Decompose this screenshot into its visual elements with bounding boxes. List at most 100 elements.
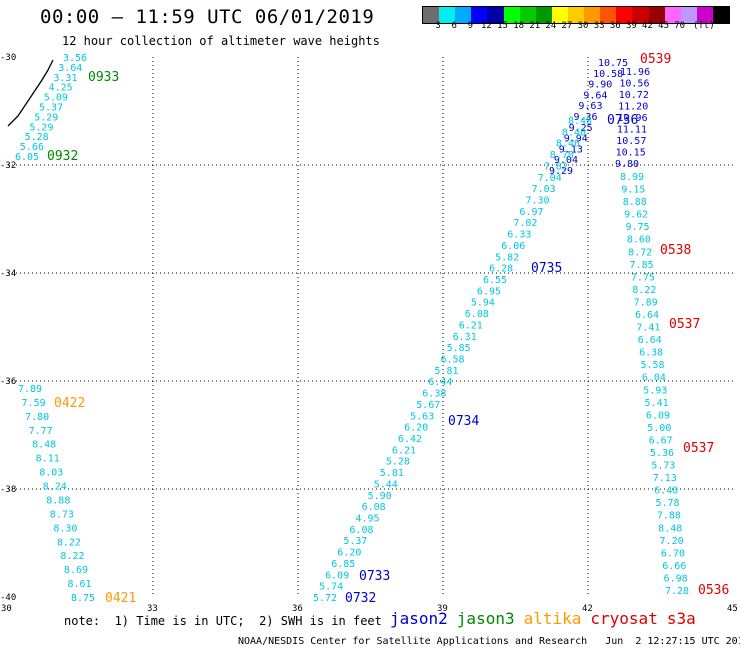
lat-tick-label: -30 (0, 53, 16, 63)
wave-height-value: 5.29 (29, 122, 53, 133)
wave-height-value: 6.98 (664, 573, 688, 584)
wave-height-value: 6.20 (404, 423, 428, 434)
wave-height-value: 5.09 (44, 93, 68, 104)
color-swatch-5 (503, 7, 520, 23)
wave-height-value: 5.93 (643, 385, 667, 396)
wave-height-value: 7.13 (653, 473, 677, 484)
wave-height-value: 7.75 (631, 272, 655, 283)
wave-height-value: 7.82 (544, 161, 568, 172)
wave-height-value: 8.61 (67, 579, 91, 590)
wave-height-value: 4.25 (49, 83, 73, 94)
pass-time-label: 0932 (47, 149, 78, 164)
lat-tick-label: -38 (0, 485, 16, 495)
wave-height-value: 8.88 (46, 495, 70, 506)
wave-height-value: 8.99 (620, 172, 644, 183)
wave-height-value: 9.13 (559, 144, 583, 155)
color-scale-label: 18 (513, 21, 525, 31)
wave-height-value: 7.88 (657, 511, 681, 522)
lon-tick-label: 39 (437, 604, 448, 614)
color-swatch-16 (680, 7, 697, 23)
lon-tick-label: 30 (1, 604, 12, 614)
legend-s3a: s3a (666, 609, 696, 628)
wave-height-value: 10.57 (616, 136, 646, 147)
wave-height-value: 6.28 (489, 264, 513, 275)
pass-time-label: 0539 (640, 52, 671, 67)
wave-height-value: 8.46 (556, 139, 580, 150)
wave-height-value: 9.75 (625, 222, 649, 233)
color-swatch-10 (584, 7, 601, 23)
map-title: 00:00 – 11:59 UTC 06/01/2019 (40, 6, 375, 28)
wave-height-value: 7.03 (532, 184, 556, 195)
wave-height-value: 9.64 (583, 90, 607, 101)
color-swatch-1 (439, 7, 456, 23)
wave-height-value: 6.67 (649, 435, 673, 446)
coastline-path (7, 59, 54, 127)
pass-time-label: 0536 (698, 583, 729, 598)
wave-height-value: 9.62 (624, 210, 648, 221)
wave-height-value: 11.20 (618, 102, 648, 113)
lat-tick-label: -36 (0, 377, 16, 387)
wave-height-value: 6.33 (507, 230, 531, 241)
map-subtitle: 12 hour collection of altimeter wave hei… (62, 34, 380, 48)
wave-height-value: 6.70 (661, 548, 685, 559)
wave-height-value: 8.22 (632, 285, 656, 296)
wave-height-value: 8.72 (628, 247, 652, 258)
wave-height-value: 8.69 (64, 565, 88, 576)
wave-height-value: 5.28 (386, 457, 410, 468)
map-grid (8, 57, 733, 597)
pass-time-label: 0537 (669, 317, 700, 332)
wave-height-value: 8.40 (562, 127, 586, 138)
wave-height-value: 7.02 (513, 218, 537, 229)
wave-height-value: 8.78 (550, 150, 574, 161)
pass-time-label: 0422 (54, 396, 85, 411)
wave-height-value: 6.38 (639, 348, 663, 359)
altimeter-tracks: 3.563.643.314.255.095.375.295.295.285.66… (15, 52, 729, 606)
color-scale-label: 42 (642, 21, 653, 31)
wave-height-value: 6.31 (453, 332, 477, 343)
wave-height-value: 11.96 (620, 67, 650, 78)
color-scale-label: 9 (467, 21, 474, 31)
wave-height-value: 8.73 (50, 509, 74, 520)
wave-height-value: 7.80 (25, 412, 49, 423)
wave-height-value: 5.82 (495, 252, 519, 263)
wave-height-value: 5.36 (650, 448, 674, 459)
color-scale-labels: 3 6 9 12 15 18 21 24 27 30 33 36 39 42 45 70 (ft) (422, 21, 728, 35)
wave-height-value: 11.11 (617, 125, 647, 136)
wave-height-value: 5.63 (410, 411, 434, 422)
wave-height-value: 10.56 (619, 79, 649, 90)
color-swatch-0 (423, 7, 440, 23)
color-scale-label: 30 (577, 21, 589, 31)
color-swatch-18 (712, 7, 730, 23)
wave-height-value: 5.78 (655, 498, 679, 509)
wave-height-value: 6.08 (362, 502, 386, 513)
wave-height-value: 5.73 (651, 461, 675, 472)
coastline (7, 59, 54, 127)
wave-height-value: 10.58 (593, 69, 623, 80)
footer-credit: NOAA/NESDIS Center for Satellite Applica… (238, 636, 740, 647)
wave-height-value: 6.08 (349, 525, 373, 536)
wave-height-value: 5.29 (34, 112, 58, 123)
color-swatch-11 (600, 7, 617, 23)
wave-height-value: 10.15 (616, 148, 646, 159)
wave-height-value: 5.44 (374, 479, 398, 490)
color-scale-label: 33 (593, 21, 605, 31)
legend-jason2: jason2 (390, 609, 448, 628)
pass-time-label: 0421 (105, 591, 136, 606)
wave-height-value: 8.75 (71, 593, 95, 604)
lon-tick-label: 36 (292, 604, 303, 614)
wave-height-value: 7.28 (665, 586, 689, 597)
wave-height-value: 5.67 (416, 400, 440, 411)
color-scale-label: 45 (658, 21, 669, 31)
wave-height-value: 7.59 (22, 398, 46, 409)
wave-height-value: 6.85 (331, 559, 355, 570)
wave-height-value: 3.56 (63, 53, 87, 64)
lon-tick-label: 45 (727, 604, 738, 614)
wave-height-value: 5.81 (380, 468, 404, 479)
wave-height-value: 5.94 (471, 298, 495, 309)
wave-height-value: 6.44 (428, 377, 452, 388)
wave-height-value: 6.21 (459, 320, 483, 331)
color-scale-label: 21 (529, 21, 541, 31)
pass-time-label: 0538 (660, 243, 691, 258)
wave-height-value: 4.95 (356, 514, 380, 525)
